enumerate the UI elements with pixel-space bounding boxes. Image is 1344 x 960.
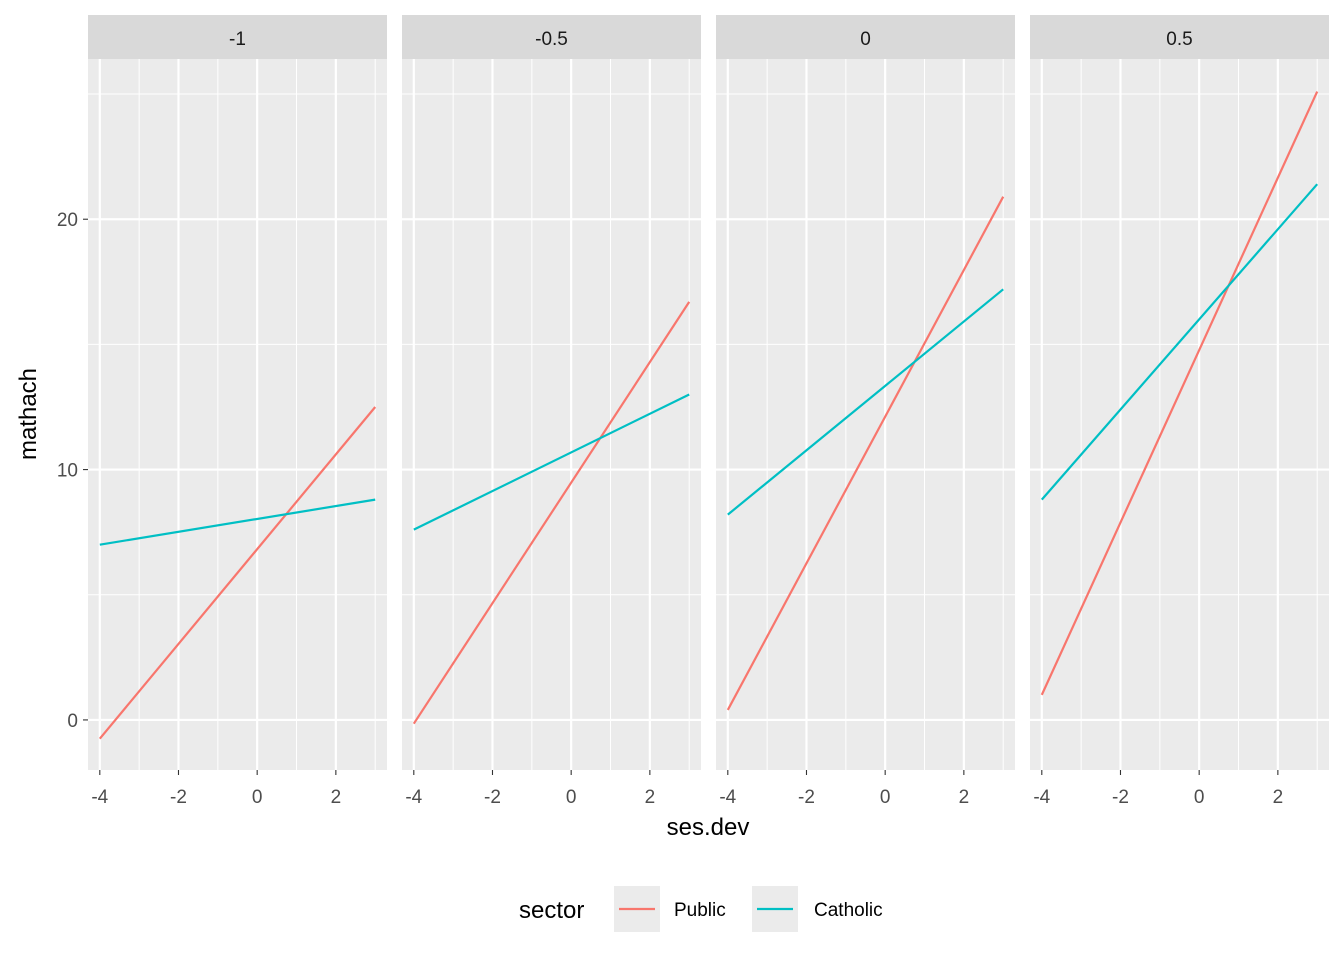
x-tick-label: 0	[566, 787, 577, 808]
x-tick-label: -4	[91, 787, 108, 808]
series-line-catholic	[727, 288, 1004, 516]
facet-strip-label: -1	[229, 29, 246, 50]
facet-panel-0: -1 -4 -2 0 2	[88, 15, 387, 808]
facet-strip-label: 0	[860, 29, 871, 50]
panel-background	[88, 59, 387, 770]
legend: sector Public Catholic	[519, 886, 883, 932]
facet-strip-label: 0.5	[1166, 29, 1192, 50]
facet-strip-label: -0.5	[535, 29, 568, 50]
panels-layer: -1 -4 -2 0 2 -0.5 -4 -2 0 2 0 -4 -2 0 2 0.5 -4 -2 0 2	[88, 15, 1329, 808]
x-tick-label: -2	[798, 787, 815, 808]
legend-title: sector	[519, 897, 584, 924]
x-tick-label: 2	[1273, 787, 1284, 808]
x-tick-label: -2	[484, 787, 501, 808]
panel-background	[402, 59, 701, 770]
series-line-catholic	[99, 498, 376, 546]
series-line-public	[98, 406, 377, 740]
y-tick-label: 10	[57, 461, 78, 482]
facet-strip	[402, 15, 701, 59]
facet-panel-3: 0.5 -4 -2 0 2	[1030, 15, 1329, 808]
facet-panel-1: -0.5 -4 -2 0 2	[402, 15, 701, 808]
series-line-public	[1040, 91, 1319, 696]
x-tick-label: 0	[880, 787, 891, 808]
series-line-public	[412, 301, 691, 725]
x-tick-label: -2	[1112, 787, 1129, 808]
facet-strip	[716, 15, 1015, 59]
series-line-catholic	[1040, 183, 1319, 501]
x-tick-label: 2	[645, 787, 656, 808]
x-tick-label: -2	[170, 787, 187, 808]
y-axis-title: mathach	[15, 368, 42, 460]
legend-label: Catholic	[814, 900, 883, 921]
x-tick-label: -4	[719, 787, 736, 808]
y-tick-label: 20	[57, 210, 78, 231]
panel-background	[716, 59, 1015, 770]
x-tick-label: -4	[1033, 787, 1050, 808]
facet-strip	[88, 15, 387, 59]
legend-label: Public	[674, 900, 726, 921]
x-tick-label: 0	[252, 787, 263, 808]
series-line-catholic	[413, 393, 690, 531]
x-tick-label: -4	[405, 787, 422, 808]
facet-panel-2: 0 -4 -2 0 2	[716, 15, 1015, 808]
x-axis-title: ses.dev	[667, 814, 750, 841]
x-tick-label: 2	[959, 787, 970, 808]
y-tick-label: 0	[67, 711, 78, 732]
x-tick-label: 2	[331, 787, 342, 808]
series-line-public	[726, 196, 1005, 711]
facet-strip	[1030, 15, 1329, 59]
x-tick-label: 0	[1194, 787, 1205, 808]
y-axis: 0 10 20	[57, 210, 88, 732]
